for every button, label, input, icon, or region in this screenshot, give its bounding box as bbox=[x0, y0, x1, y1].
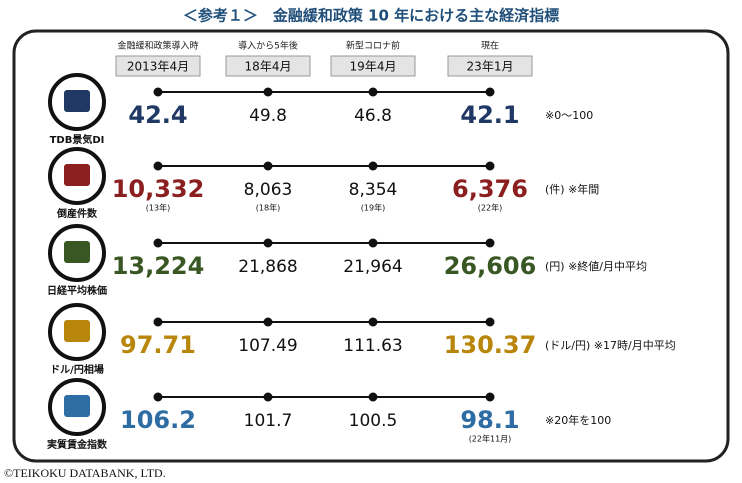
column-label: 導入から5年後 bbox=[238, 40, 298, 52]
row-note: (円) ※終値/月中平均 bbox=[545, 259, 647, 273]
value-sub: (22年) bbox=[478, 203, 502, 213]
value: 106.2 bbox=[120, 406, 196, 434]
value: 97.71 bbox=[120, 331, 196, 359]
period-box bbox=[330, 55, 416, 77]
value: 101.7 bbox=[244, 411, 293, 431]
column-period: 23年1月 bbox=[467, 60, 514, 74]
column-label: 新型コロナ前 bbox=[346, 40, 400, 52]
value: 98.1 bbox=[460, 406, 519, 434]
timeline-dot bbox=[263, 161, 273, 171]
value-sub: (22年11月) bbox=[469, 434, 512, 444]
row-label: 倒産件数 bbox=[56, 207, 98, 220]
column-label: 現在 bbox=[481, 40, 499, 52]
value: 42.1 bbox=[460, 101, 519, 129]
icon bbox=[64, 90, 90, 112]
timeline-dot bbox=[368, 87, 378, 97]
value: 8,063 bbox=[244, 180, 293, 200]
row-note: ※0～100 bbox=[545, 109, 593, 122]
value: 6,376 bbox=[452, 175, 528, 203]
value: 111.63 bbox=[343, 336, 402, 356]
row-note: (件) ※年間 bbox=[545, 182, 599, 196]
value: 42.4 bbox=[128, 101, 187, 129]
timeline-dot bbox=[153, 317, 163, 327]
timeline-dot bbox=[485, 161, 495, 171]
value: 26,606 bbox=[444, 252, 537, 280]
timeline-dot bbox=[485, 238, 495, 248]
row-note: ※20年を100 bbox=[545, 413, 611, 427]
frame bbox=[12, 29, 730, 463]
timeline-dot bbox=[263, 87, 273, 97]
row-label: 日経平均株価 bbox=[47, 284, 107, 297]
value: 8,354 bbox=[349, 180, 398, 200]
title: ＜参考１＞ 金融緩和政策 10 年における主な経済指標 bbox=[183, 7, 559, 25]
timeline-dot bbox=[263, 317, 273, 327]
column-period: 18年4月 bbox=[245, 60, 292, 74]
timeline-dot bbox=[153, 161, 163, 171]
value: 46.8 bbox=[354, 106, 392, 126]
timeline-dot bbox=[153, 87, 163, 97]
column-period: 2013年4月 bbox=[127, 60, 189, 74]
row-label: ドル/円相場 bbox=[50, 363, 104, 376]
icon bbox=[64, 164, 90, 186]
value: 13,224 bbox=[112, 252, 205, 280]
timeline-dot bbox=[263, 392, 273, 402]
value: 100.5 bbox=[349, 411, 398, 431]
timeline-dot bbox=[485, 317, 495, 327]
timeline-dot bbox=[485, 392, 495, 402]
timeline-dot bbox=[368, 392, 378, 402]
timeline-dot bbox=[263, 238, 273, 248]
value: 107.49 bbox=[238, 336, 297, 356]
value: 10,332 bbox=[112, 175, 205, 203]
column-label: 金融緩和政策導入時 bbox=[117, 40, 198, 52]
period-box bbox=[447, 55, 533, 77]
value: 21,868 bbox=[238, 257, 297, 277]
value: 21,964 bbox=[343, 257, 402, 277]
timeline-dot bbox=[368, 161, 378, 171]
timeline-dot bbox=[368, 238, 378, 248]
period-box bbox=[115, 55, 201, 77]
timeline-dot bbox=[485, 87, 495, 97]
period-box bbox=[225, 55, 311, 77]
timeline-dot bbox=[368, 317, 378, 327]
value: 130.37 bbox=[444, 331, 537, 359]
value-sub: (19年) bbox=[361, 203, 385, 213]
column-period: 19年4月 bbox=[350, 60, 397, 74]
icon bbox=[64, 320, 90, 342]
timeline-dot bbox=[153, 238, 163, 248]
value-sub: (18年) bbox=[256, 203, 280, 213]
row-label: TDB景気DI bbox=[50, 133, 105, 146]
icon bbox=[64, 395, 90, 417]
icon bbox=[64, 241, 90, 263]
value: 49.8 bbox=[249, 106, 287, 126]
row-note: (ドル/円) ※17時/月中平均 bbox=[545, 339, 676, 352]
row-label: 実質賃金指数 bbox=[47, 438, 108, 451]
copyright: ©TEIKOKU DATABANK, LTD. bbox=[4, 466, 166, 480]
value-sub: (13年) bbox=[146, 203, 170, 213]
timeline-dot bbox=[153, 392, 163, 402]
